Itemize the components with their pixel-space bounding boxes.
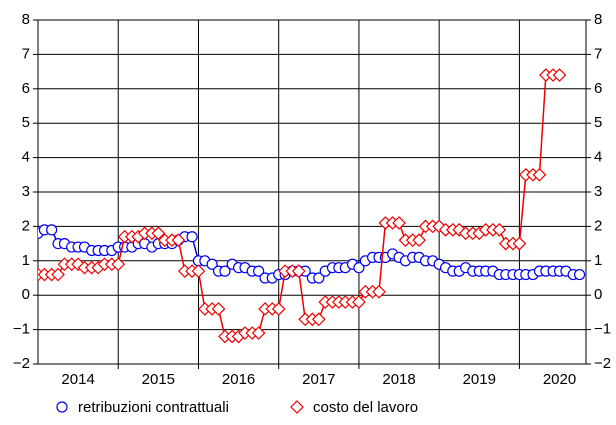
y-tick-label: 8 (22, 11, 30, 28)
marker (512, 236, 527, 251)
y-tick-label: 4 (22, 149, 30, 166)
marker (51, 267, 65, 282)
marker (492, 222, 507, 237)
x-tick-label: 2014 (61, 371, 94, 388)
y-tick-label: 7 (22, 45, 30, 62)
x-tick-label: 2016 (222, 371, 255, 388)
plot-frame (37, 19, 587, 365)
marker (171, 233, 186, 248)
marker (191, 264, 206, 278)
y-tick-label: 6 (22, 80, 30, 97)
y2-tick-label: 3 (594, 183, 602, 200)
marker (206, 258, 218, 270)
y2-tick-label: 6 (594, 80, 602, 97)
marker (111, 257, 126, 272)
x-tick-label: 2020 (543, 371, 576, 388)
y-tick-label: 1 (22, 252, 30, 269)
marker (352, 295, 366, 309)
y2-tick-label: −2 (594, 355, 611, 372)
marker (452, 222, 467, 237)
marker (271, 302, 286, 316)
plot-area (38, 68, 586, 344)
series-line (38, 74, 560, 338)
y-tick-label: 0 (22, 286, 30, 303)
marker (532, 167, 547, 182)
marker (253, 265, 265, 277)
y-tick-label: 3 (22, 183, 30, 200)
marker (311, 312, 326, 327)
marker (573, 268, 586, 281)
marker (251, 326, 266, 340)
x-tick-label: 2018 (382, 371, 415, 388)
y-tick-label: 5 (22, 114, 30, 131)
marker (353, 262, 365, 274)
y2-tick-label: 4 (594, 149, 602, 166)
x-tick-label: 2017 (302, 371, 335, 388)
y2-tick-label: 5 (594, 114, 602, 131)
marker (412, 233, 426, 248)
y2-tick-label: 1 (594, 252, 602, 269)
y2-tick-label: 7 (594, 45, 602, 62)
y-tick-label: −1 (13, 321, 30, 338)
y2-tick-label: 2 (594, 217, 602, 234)
marker (313, 272, 325, 284)
x-tick-label: 2019 (463, 371, 496, 388)
x-tick-label: 2015 (142, 371, 175, 388)
marker (219, 265, 231, 277)
marker (211, 302, 226, 316)
marker (372, 284, 386, 299)
marker (552, 68, 567, 82)
legend-marker (56, 401, 68, 413)
marker (151, 226, 166, 241)
y-tick-label: −2 (13, 355, 30, 372)
marker (186, 231, 198, 243)
legend-label: retribuzioni contrattuali (78, 399, 229, 416)
marker (291, 264, 306, 278)
y2-tick-label: 0 (594, 286, 602, 303)
marker (392, 216, 406, 230)
y2-tick-label: 8 (594, 11, 602, 28)
y-tick-label: 2 (22, 217, 30, 234)
legend-label: costo del lavoro (313, 399, 418, 416)
legend-marker (290, 400, 304, 414)
y2-tick-label: −1 (594, 321, 611, 338)
marker (46, 224, 58, 236)
